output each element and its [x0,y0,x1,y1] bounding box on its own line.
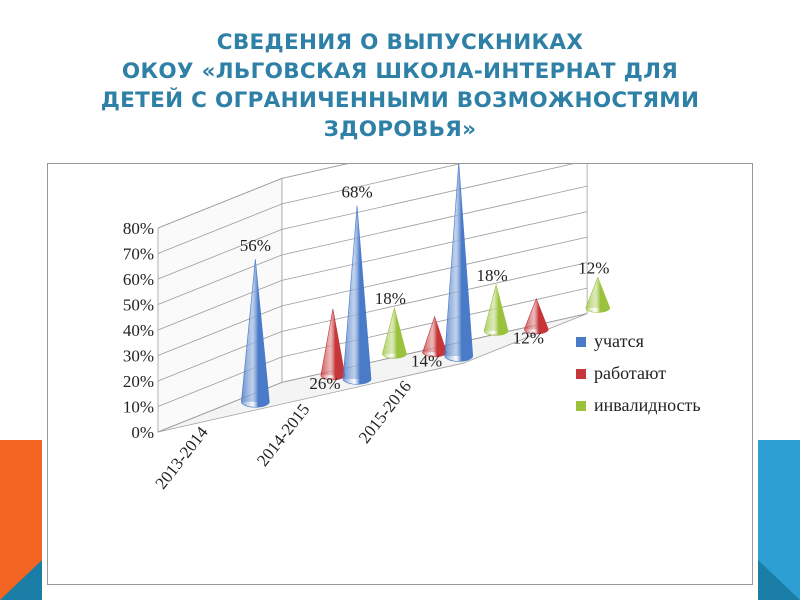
title-line: СВЕДЕНИЯ О ВЫПУСКНИКАХ [216,30,584,55]
x-tick-label: 2014-2015 [253,400,313,470]
data-label: 12% [578,258,609,277]
cone-shade [241,259,270,402]
data-label: 56% [240,236,271,255]
title-line: ДЕТЕЙ С ОГРАНИЧЕННЫМИ ВОЗМОЖНОСТЯМИ [100,88,700,113]
title-line: ОКОУ «ЛЬГОВСКАЯ ШКОЛА-ИНТЕРНАТ ДЛЯ [121,59,679,84]
y-tick-label: 80% [123,219,154,238]
cone-shade [343,205,372,379]
left-orange-stripe [0,440,42,600]
data-label: 26% [309,374,340,393]
cone-0-0 [241,259,270,408]
cone-body [585,276,611,313]
cone-shade [585,277,610,308]
slide-title: СВЕДЕНИЯ О ВЫПУСКНИКАХ ОКОУ «ЛЬГОВСКАЯ Ш… [40,28,760,144]
legend-swatch [576,401,586,411]
legend-swatch [576,337,586,347]
y-tick-label: 50% [123,296,154,315]
cone-body [524,297,549,335]
chart-walls [157,109,588,433]
cone-body [444,162,474,362]
cone-1-2 [483,283,509,336]
cone-body [483,283,509,336]
data-label: 68% [341,183,372,202]
gridline [157,313,588,433]
legend-swatch [576,369,586,379]
cone-body [241,259,270,408]
legend-label: учатся [594,331,644,351]
corner-teal-accent-right [758,560,800,600]
y-tick-label: 40% [123,321,154,340]
cone-shade [524,298,549,330]
x-tick-label: 2015-2016 [355,377,415,447]
data-label: 12% [513,328,544,347]
cone-0-2 [382,306,407,359]
gridline [157,160,588,280]
gridline [157,262,588,382]
cone-shade [422,316,447,353]
cone-shade [484,284,509,331]
right-blue-stripe [758,440,800,600]
y-tick-label: 70% [123,245,154,264]
chart-frame: 0% 10% 20% 30% 40% 50% 60% 70% 80% 18% 18% 12% 26% 1… [47,109,753,585]
y-tick-label: 20% [123,372,154,391]
legend-label: инвалидность [594,395,701,415]
x-tick-label: 2013-2014 [151,423,212,493]
gridline [157,287,588,407]
y-tick-label: 30% [123,347,154,366]
title-line: ЗДОРОВЬЯ» [323,117,477,142]
data-label: 18% [375,289,406,308]
cone-1-0 [342,205,372,385]
gridline [157,236,588,356]
cone-shade [444,162,473,357]
cone-shade [320,308,345,376]
y-tick-label: 0% [131,423,154,442]
cone-shade [382,307,407,354]
cone-body [342,205,372,385]
y-axis-ticks: 0% 10% 20% 30% 40% 50% 60% 70% 80% [123,219,154,442]
legend-label: работают [594,363,666,383]
cone-chart: 0% 10% 20% 30% 40% 50% 60% 70% 80% 18% 18% 12% 26% 1… [123,109,701,493]
chart-cones [241,162,611,408]
data-label: 14% [411,351,442,370]
cone-2-0 [444,162,474,362]
gridline [157,185,588,305]
chart-gridlines [157,109,588,433]
gridline [157,211,588,331]
y-tick-label: 60% [123,270,154,289]
cone-2-2 [585,276,611,313]
corner-teal-accent [0,560,42,600]
data-label: 18% [477,266,508,285]
cone-body [382,306,407,359]
chart-legend: учатся работают инвалидность [576,331,701,415]
cone-2-1 [524,297,549,335]
y-tick-label: 10% [123,398,154,417]
